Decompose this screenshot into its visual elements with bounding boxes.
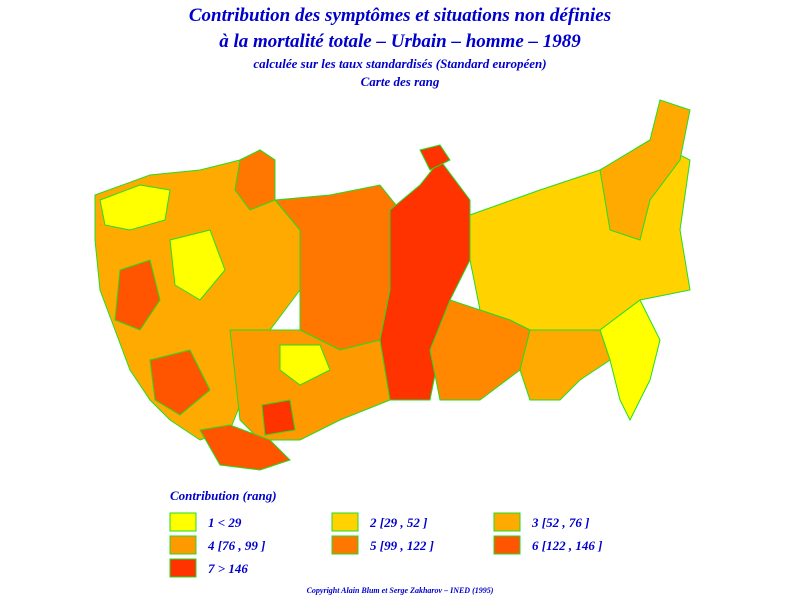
region — [169, 229, 226, 301]
region — [519, 329, 611, 401]
region — [199, 424, 291, 471]
map-kind: Carte des rang — [361, 74, 440, 89]
region — [261, 399, 296, 436]
legend-swatch — [169, 535, 197, 555]
region — [599, 99, 691, 241]
copyright: Copyright Alain Blum et Serge Zakharov –… — [307, 586, 494, 595]
region — [279, 344, 331, 386]
legend-label: 7 > 146 — [208, 561, 248, 576]
region — [99, 184, 171, 231]
region — [114, 259, 161, 331]
title-line: à la mortalité totale – Urbain – homme –… — [219, 31, 581, 52]
legend-swatch — [331, 512, 359, 532]
legend-label: 4 [76 , 99 ] — [207, 538, 265, 553]
legend: 1 < 29 2 [29 , 52 ] 3 [52 , 76 ] 4 [76 , 99… — [169, 512, 602, 578]
map — [94, 99, 691, 471]
legend-swatch — [493, 535, 521, 555]
region — [599, 299, 661, 422]
legend-label: 2 [29 , 52 ] — [369, 515, 427, 530]
legend-title: Contribution (rang) — [170, 488, 277, 503]
legend-swatch — [169, 512, 197, 532]
legend-label: 3 [52 , 76 ] — [531, 515, 589, 530]
legend-swatch — [169, 558, 197, 578]
legend-label: 1 < 29 — [208, 515, 242, 530]
legend-label: 5 [99 , 122 ] — [370, 538, 434, 553]
legend-swatch — [493, 512, 521, 532]
subtitle: calculée sur les taux standardisés (Stan… — [253, 56, 546, 71]
title-line: Contribution des symptômes et situations… — [189, 5, 611, 26]
legend-label: 6 [122 , 146 ] — [532, 538, 602, 553]
region — [419, 144, 451, 171]
region — [149, 349, 211, 416]
legend-swatch — [331, 535, 359, 555]
